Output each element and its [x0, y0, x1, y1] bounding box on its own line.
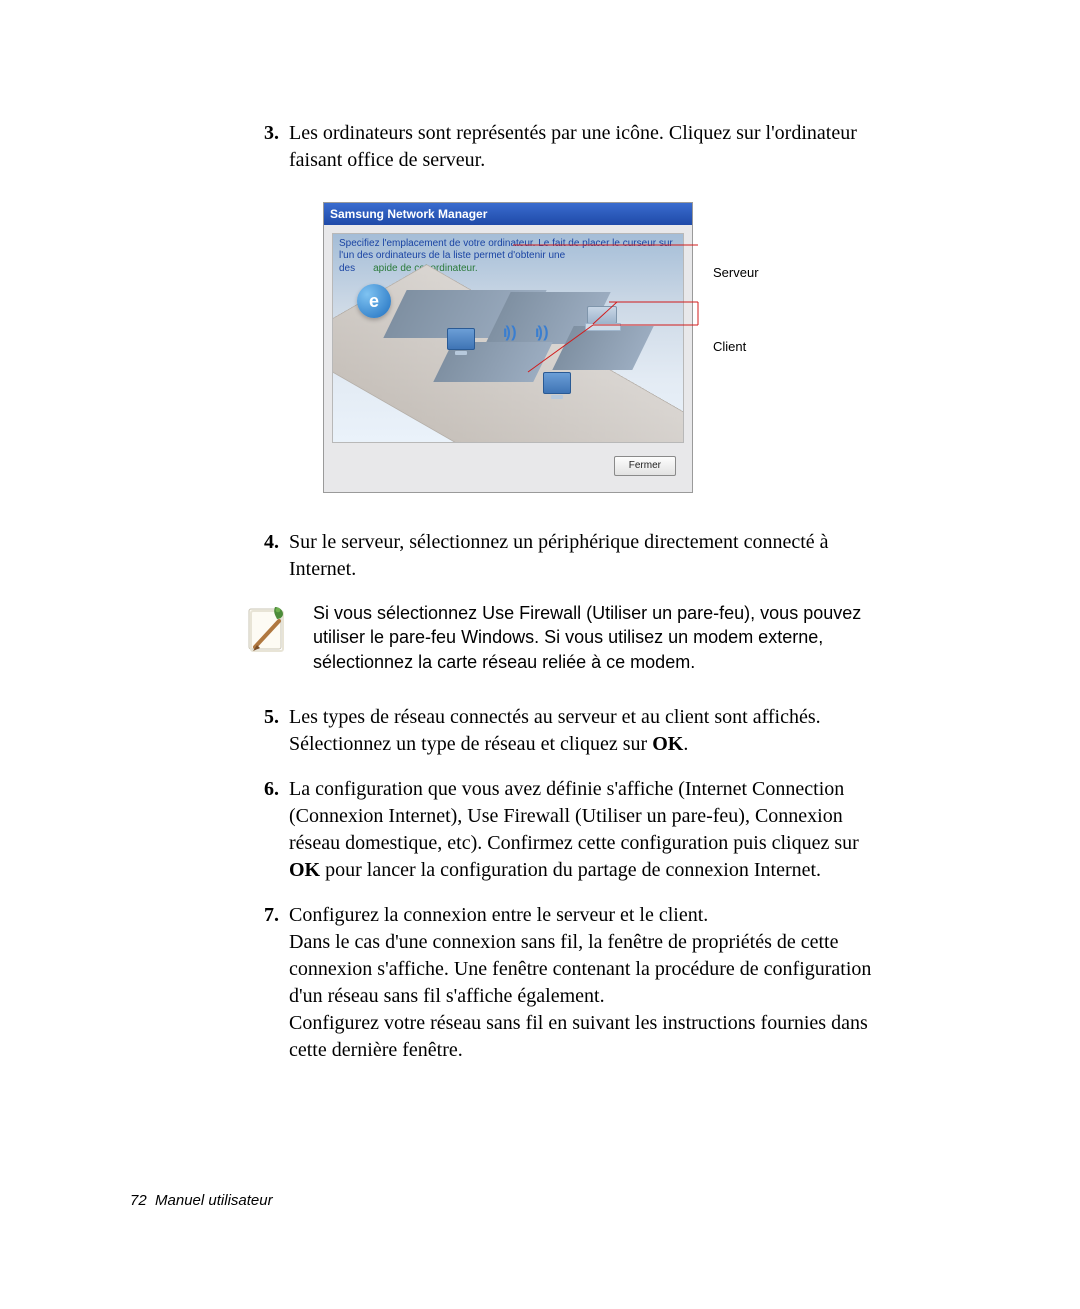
step-number: 6. — [245, 776, 289, 884]
client-computer-icon — [447, 328, 475, 350]
step-body: Sur le serveur, sélectionnez un périphér… — [289, 529, 890, 583]
step-body: Les types de réseau connectés au serveur… — [289, 704, 890, 758]
step-body: Les ordinateurs sont représentés par une… — [289, 120, 890, 174]
close-button[interactable]: Fermer — [614, 456, 676, 476]
step-4: 4. Sur le serveur, sélectionnez un périp… — [245, 529, 890, 583]
step-3: 3. Les ordinateurs sont représentés par … — [245, 120, 890, 174]
step-7: 7. Configurez la connexion entre le serv… — [245, 902, 890, 1064]
step-number: 4. — [245, 529, 289, 583]
page-footer: 72 Manuel utilisateur — [130, 1192, 273, 1209]
step-6: 6. La configuration que vous avez défini… — [245, 776, 890, 884]
page-number: 72 — [130, 1192, 147, 1209]
note-icon — [245, 603, 289, 664]
internet-globe-icon: e — [357, 284, 391, 318]
ordered-list-continued: 5. Les types de réseau connectés au serv… — [245, 704, 890, 1064]
screenshot-row: Samsung Network Manager Specifiez l'empl… — [245, 192, 890, 511]
note-text: Si vous sélectionnez Use Firewall (Utili… — [313, 601, 890, 674]
callout-server-label: Serveur — [713, 264, 759, 282]
ie-letter: e — [369, 289, 379, 313]
step-body: La configuration que vous avez définie s… — [289, 776, 890, 884]
step-number: 7. — [245, 902, 289, 1064]
step-body: Configurez la connexion entre le serveur… — [289, 902, 890, 1064]
document-page: 3. Les ordinateurs sont représentés par … — [0, 0, 1080, 1309]
note-block: Si vous sélectionnez Use Firewall (Utili… — [245, 601, 890, 674]
callout-client-label: Client — [713, 338, 746, 356]
instruction-prefix: des — [339, 262, 355, 276]
footer-label: Manuel utilisateur — [155, 1192, 273, 1209]
ordered-list: 3. Les ordinateurs sont représentés par … — [245, 120, 890, 583]
step-number: 3. — [245, 120, 289, 174]
screenshot-with-callouts: Samsung Network Manager Specifiez l'empl… — [323, 202, 788, 493]
step-5: 5. Les types de réseau connectés au serv… — [245, 704, 890, 758]
window-titlebar: Samsung Network Manager — [324, 203, 692, 225]
step-number: 5. — [245, 704, 289, 758]
